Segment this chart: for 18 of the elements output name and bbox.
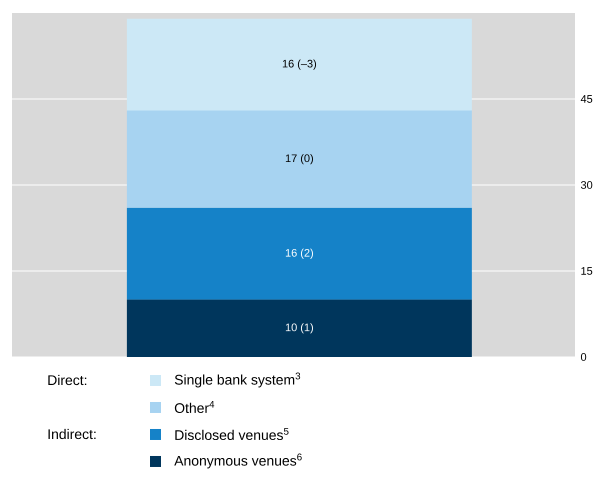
bar (126, 18, 472, 110)
y-tick-label: 0 (580, 353, 586, 361)
y-tick-label: 15 (581, 267, 592, 275)
legend-label: Anonymous venues$^{6}$ (174, 454, 302, 468)
bar (126, 110, 472, 208)
y-tick-label: 30 (580, 181, 592, 189)
y-tick-label: 45 (580, 95, 592, 103)
text: Indirect: (48, 428, 96, 440)
bar (126, 300, 472, 357)
data-label: 16 (2) (286, 248, 313, 259)
legend-label: Disclosed venues$^{5}$ (175, 428, 289, 440)
legend-label: Single bank system$^{3}$ (174, 372, 300, 388)
text: Direct: (48, 374, 86, 386)
legend-label: Other$^{4}$ (174, 400, 214, 414)
bar (126, 208, 472, 300)
data-label: 17 (0) (286, 154, 313, 164)
data-label: 16 (–3) (282, 59, 316, 70)
data-label: 10 (1) (286, 323, 313, 334)
